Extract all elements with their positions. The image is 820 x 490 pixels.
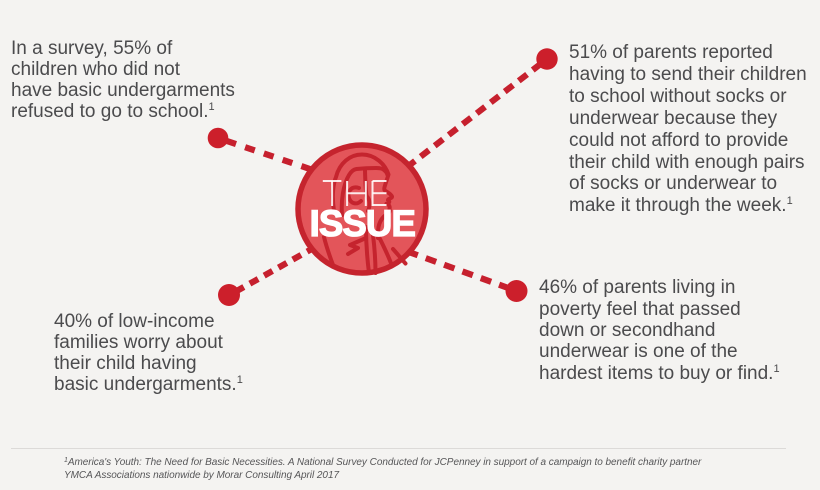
- svg-text:ISSUE: ISSUE: [310, 203, 415, 244]
